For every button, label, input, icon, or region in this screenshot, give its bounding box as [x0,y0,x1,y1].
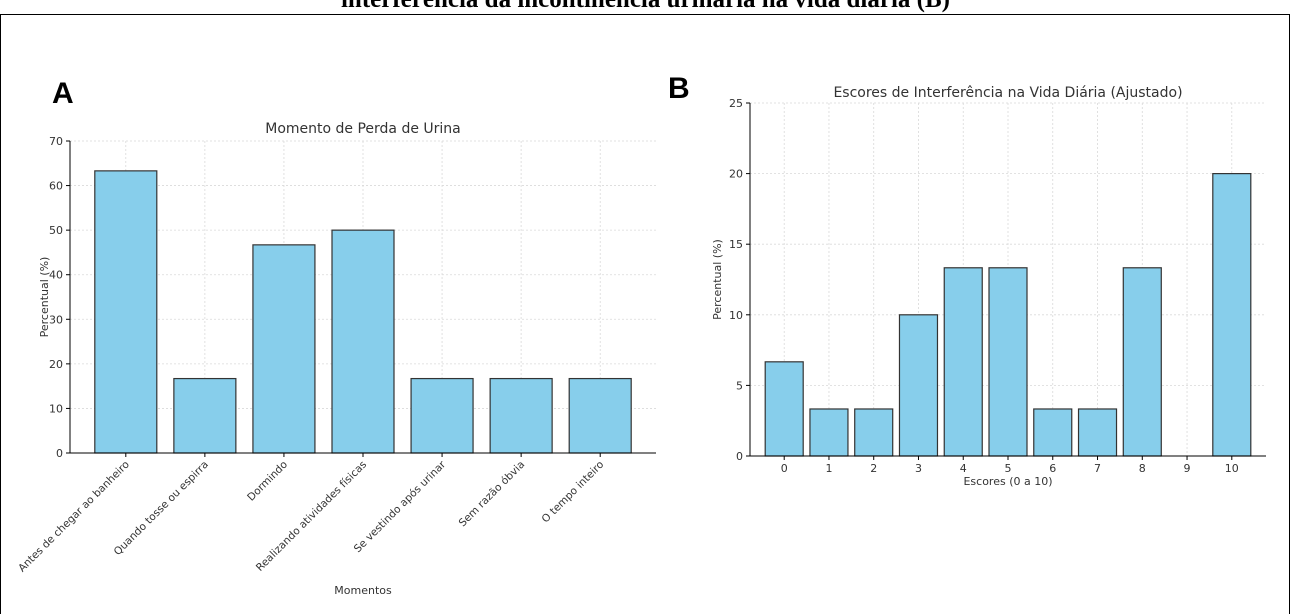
x-tick-label: O tempo inteiro [540,459,607,526]
bar-6 [1033,408,1073,457]
x-tick-label: 6 [1049,462,1056,475]
x-tick-label: 5 [1005,462,1012,475]
x-tick-label: 8 [1139,462,1146,475]
y-tick-label: 20 [49,358,63,371]
chart-title: Escores de Interferência na Vida Diária … [833,85,1182,101]
figure-frame [0,14,1290,614]
y-tick-label: 60 [49,180,63,193]
y-axis-label: Percentual (%) [38,257,51,338]
x-tick-label: 1 [825,462,832,475]
x-axis-label: Momentos [334,584,392,597]
x-tick-label: 0 [781,462,788,475]
y-tick-label: 15 [729,238,743,251]
x-tick-label: 3 [915,462,922,475]
bar-5 [988,267,1028,457]
y-tick-label: 20 [729,168,743,181]
y-tick-label: 10 [729,309,743,322]
bar-7 [1077,408,1118,457]
y-axis-label: Percentual (%) [711,239,724,320]
bar-5 [489,377,553,454]
bar-2 [854,408,894,457]
y-tick-label: 70 [49,135,63,148]
chart-title: Momento de Perda de Urina [265,121,461,137]
bar-10 [1212,173,1252,457]
x-tick-label: 7 [1094,462,1101,475]
bar-3 [331,229,395,454]
bar-2 [252,244,316,454]
panel-label: B [668,72,690,105]
x-tick-label: Dormindo [245,459,290,504]
x-tick-label: Se vestindo após urinar [352,458,449,555]
y-tick-label: 5 [736,379,743,392]
bar-0 [94,170,158,454]
x-tick-label: 4 [960,462,967,475]
bar-4 [943,267,983,457]
bar-8 [1122,267,1162,457]
y-tick-label: 50 [49,224,63,237]
x-tick-label: Quando tosse ou espirra [112,459,211,558]
panel-label: A [52,77,74,110]
x-tick-label: 10 [1225,462,1239,475]
x-tick-label: 2 [870,462,877,475]
y-tick-label: 30 [49,313,63,326]
bar-6 [568,377,632,454]
bar-1 [809,408,849,457]
x-tick-label: 9 [1184,462,1191,475]
x-axis-label: Escores (0 a 10) [963,475,1052,488]
figure-title: interferência da incontinência urinária … [0,0,1291,14]
bar-4 [410,377,474,454]
chart-panel-a: 0 10 20 30 40 50 60 70 Antes de chegar ao banhei… [16,77,656,597]
bar-3 [898,314,939,457]
bar-1 [173,377,237,454]
chart-panel-b: 0 5 10 15 20 25 0 1 2 3 4 5 6 7 8 9 10 B Escores de Interf… [668,72,1266,488]
x-tick-label: Sem razão óbvia [457,459,528,530]
y-tick-label: 0 [56,447,63,460]
bar-0 [764,361,804,457]
y-tick-label: 40 [49,269,63,282]
y-tick-label: 10 [49,402,63,415]
y-tick-label: 0 [736,450,743,463]
y-tick-label: 25 [729,97,743,110]
x-tick-label: Antes de chegar ao banheiro [16,459,132,575]
